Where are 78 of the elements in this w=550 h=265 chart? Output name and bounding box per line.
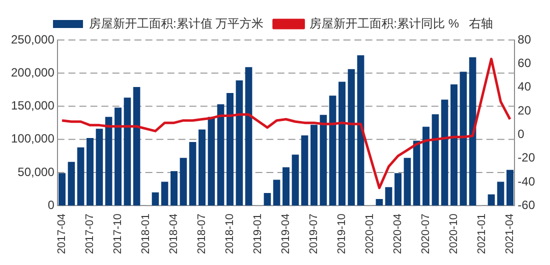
bar xyxy=(394,173,402,206)
bar xyxy=(273,180,280,206)
bar xyxy=(310,124,318,206)
x-tick-label: 2017-10 xyxy=(112,214,124,254)
x-tick-label: 2019-07 xyxy=(308,214,320,254)
bar xyxy=(77,147,84,206)
bar xyxy=(217,104,224,206)
bar xyxy=(180,158,187,206)
bar xyxy=(245,67,252,206)
bar xyxy=(385,187,392,206)
bar xyxy=(189,142,196,206)
bar xyxy=(264,193,271,206)
y-tick-label: 0 xyxy=(48,198,55,212)
x-tick-label: 2017-07 xyxy=(84,214,96,254)
x-tick-label: 2020-04 xyxy=(392,214,404,254)
bar xyxy=(96,128,103,206)
bar xyxy=(124,98,131,206)
bar xyxy=(292,154,299,206)
bar xyxy=(422,126,430,206)
bar xyxy=(357,55,364,206)
legend-label: 房屋新开工面积:累计同比 % 右轴 xyxy=(310,16,494,30)
bar xyxy=(329,96,336,206)
bar xyxy=(301,135,308,206)
bar xyxy=(282,167,290,206)
x-tick-label: 2020-07 xyxy=(420,214,432,254)
bar xyxy=(432,114,439,206)
bar xyxy=(170,171,178,206)
x-tick-label: 2021-04 xyxy=(504,214,516,254)
y2-tick-label: 20 xyxy=(518,103,532,118)
bar xyxy=(441,100,448,206)
x-tick-label: 2020-01 xyxy=(364,214,376,254)
bar xyxy=(208,116,215,206)
x-tick-label: 2018-04 xyxy=(168,214,180,254)
y2-tick-label: 40 xyxy=(518,80,532,94)
y-tick-label: 150,000 xyxy=(10,98,55,113)
y2-tick-label: -60 xyxy=(518,198,536,212)
legend-label: 房屋新开工面积:累计值 万平方米 xyxy=(88,16,264,30)
y2-tick-label: 80 xyxy=(518,32,532,46)
y2-tick-label: 60 xyxy=(518,56,532,70)
bar xyxy=(236,80,243,206)
bar xyxy=(152,192,159,206)
y2-tick-label: 0 xyxy=(518,126,525,141)
bar xyxy=(86,138,94,206)
x-tick-label: 2018-10 xyxy=(224,214,236,254)
y2-tick-label: -20 xyxy=(518,150,536,165)
bar xyxy=(413,140,420,206)
bar xyxy=(469,57,476,206)
bar xyxy=(404,158,411,206)
bar xyxy=(58,173,66,206)
bar xyxy=(460,72,467,206)
x-tick-label: 2019-04 xyxy=(280,214,292,254)
y-tick-label: 250,000 xyxy=(10,32,55,46)
x-tick-label: 2018-07 xyxy=(196,214,208,254)
bar xyxy=(198,129,206,206)
y-tick-label: 100,000 xyxy=(10,132,55,146)
x-tick-label: 2019-01 xyxy=(252,214,264,254)
bar xyxy=(114,108,122,206)
bar xyxy=(348,69,355,206)
bar xyxy=(488,194,495,206)
bar xyxy=(376,199,383,206)
x-tick-label: 2020-10 xyxy=(448,214,460,254)
bar xyxy=(450,84,458,206)
bar xyxy=(497,182,504,206)
bar xyxy=(226,93,234,206)
bar xyxy=(338,82,346,206)
bar xyxy=(133,87,140,206)
bar xyxy=(320,114,327,206)
x-tick-label: 2021-01 xyxy=(476,214,488,254)
x-tick-label: 2019-10 xyxy=(336,214,348,254)
x-tick-label: 2017-04 xyxy=(56,214,68,254)
bar xyxy=(161,182,168,206)
y-tick-label: 200,000 xyxy=(10,65,55,80)
bar xyxy=(506,170,514,206)
x-tick-label: 2018-01 xyxy=(140,214,152,254)
y2-tick-label: -40 xyxy=(518,174,536,188)
bar xyxy=(105,116,112,206)
y-tick-label: 50,000 xyxy=(18,164,55,179)
bar xyxy=(68,162,75,206)
